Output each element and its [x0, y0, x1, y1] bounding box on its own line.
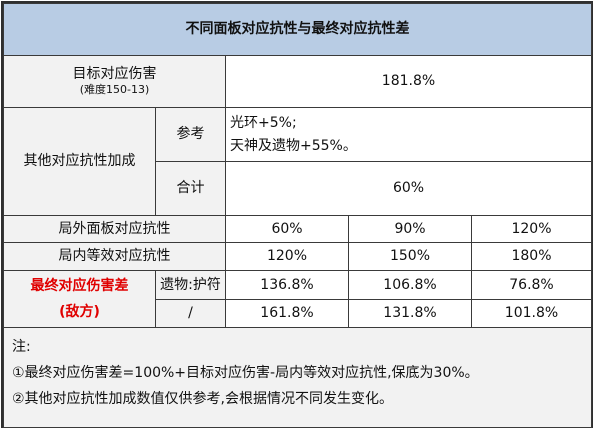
other-res-ref-label: 参考 [155, 107, 226, 162]
inner-res-value: 180% [471, 242, 592, 271]
other-res-label: 其他对应抗性加成 [3, 107, 156, 216]
notes-line1: ①最终对应伤害差=100%+目标对应伤害-局内等效对应抗性,保底为30%。 [12, 365, 479, 381]
inner-res-label: 局内等效对应抗性 [3, 242, 226, 271]
final-diff-row2-value: 131.8% [348, 299, 472, 328]
inner-res-value: 150% [348, 242, 472, 271]
notes-block: 注: ①最终对应伤害差=100%+目标对应伤害-局内等效对应抗性,保底为30%。… [3, 327, 592, 428]
final-diff-row1-value: 76.8% [471, 270, 592, 300]
target-damage-value: 181.8% [225, 55, 592, 108]
target-damage-label-cell: 目标对应伤害 (难度150-13) [3, 55, 226, 108]
target-damage-label: 目标对应伤害 [72, 66, 157, 83]
final-diff-row1-value: 136.8% [225, 270, 349, 300]
other-res-ref-line2: 天神及遗物+55%。 [230, 137, 357, 154]
outer-res-value: 90% [348, 215, 472, 243]
target-damage-sublabel: (难度150-13) [79, 83, 150, 97]
outer-res-label: 局外面板对应抗性 [3, 215, 226, 243]
other-res-total-value: 60% [225, 161, 592, 216]
inner-res-value: 120% [225, 242, 349, 271]
resistance-table: 不同面板对应抗性与最终对应抗性差 目标对应伤害 (难度150-13) 181.8… [3, 3, 592, 428]
final-diff-row1-value: 106.8% [348, 270, 472, 300]
final-diff-label-line1: 最终对应伤害差 [30, 277, 129, 294]
notes-line2: ②其他对应抗性加成数值仅供参考,会根据情况不同发生变化。 [12, 391, 393, 407]
final-diff-label-cell: 最终对应伤害差 (敌方) [3, 270, 156, 328]
final-diff-row1-tag: 遗物:护符 [155, 270, 226, 300]
outer-res-value: 60% [225, 215, 349, 243]
final-diff-label-line2: (敌方) [59, 304, 100, 320]
final-diff-row2-value: 161.8% [225, 299, 349, 328]
outer-res-value: 120% [471, 215, 592, 243]
other-res-ref-content: 光环+5%; 天神及遗物+55%。 [225, 107, 592, 162]
other-res-total-label: 合计 [155, 161, 226, 216]
notes-heading: 注: [12, 339, 31, 355]
final-diff-row2-value: 101.8% [471, 299, 592, 328]
final-diff-row2-tag: / [155, 299, 226, 328]
other-res-ref-line1: 光环+5%; [230, 115, 297, 132]
table-title: 不同面板对应抗性与最终对应抗性差 [3, 3, 592, 56]
